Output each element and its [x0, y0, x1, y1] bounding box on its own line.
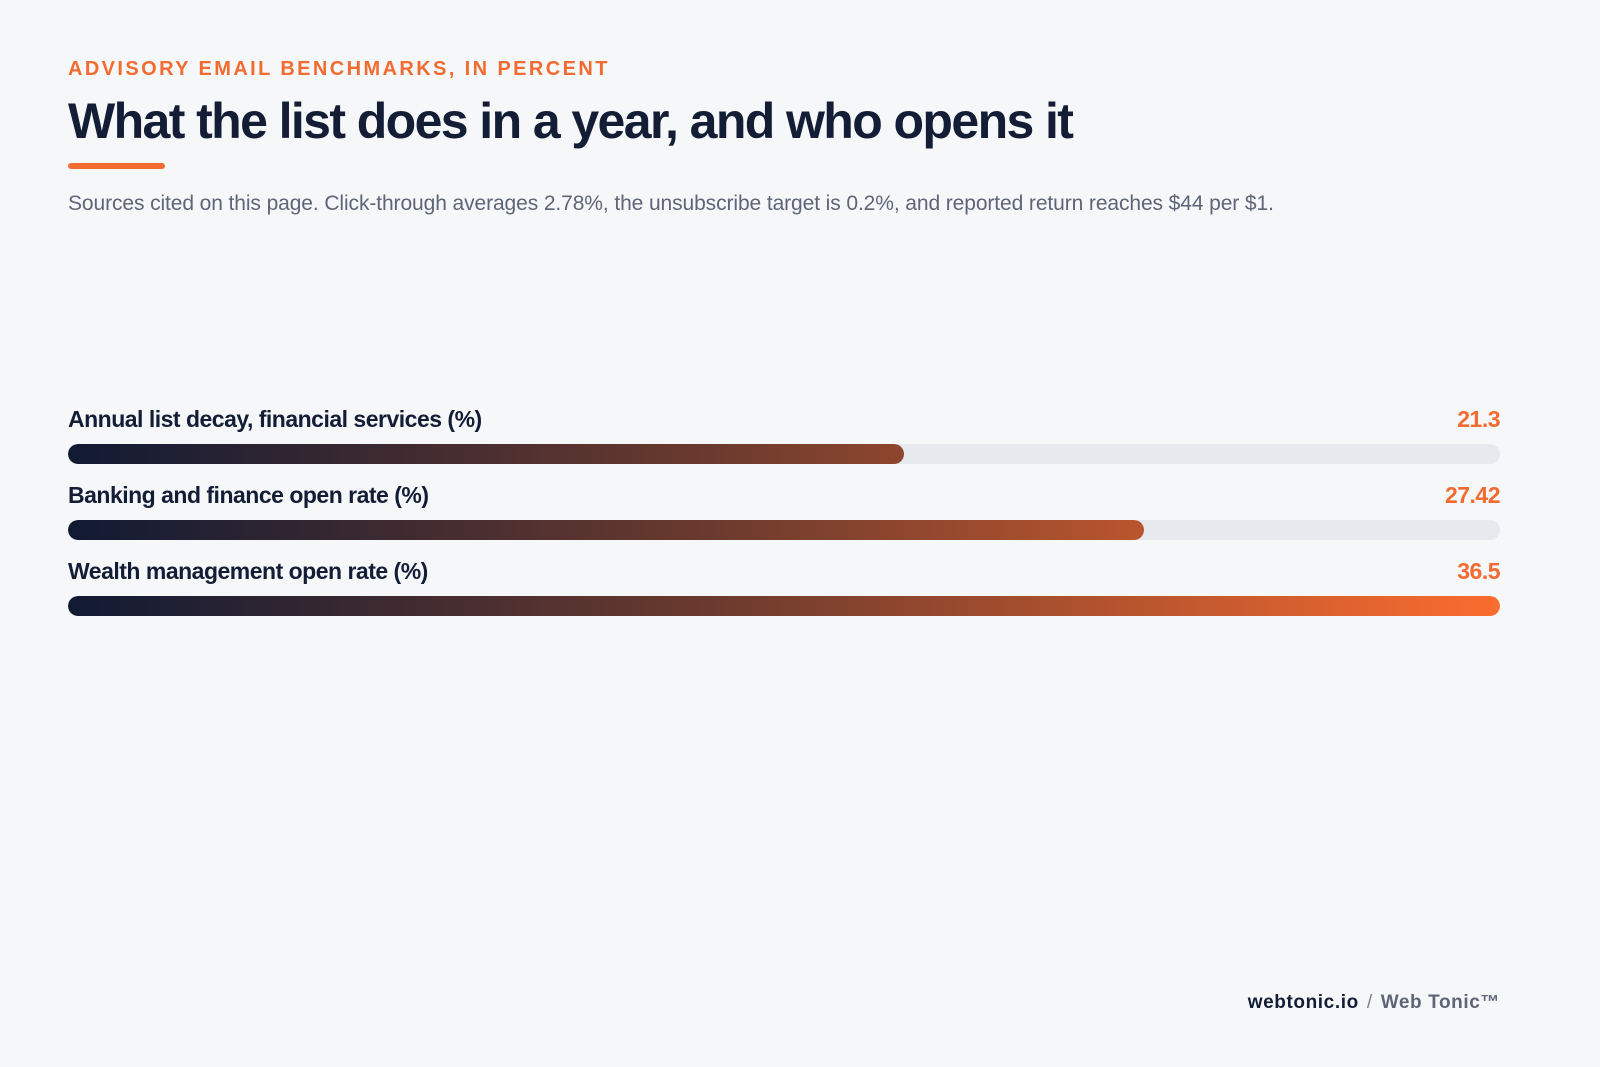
- footer-credit: webtonic.io / Web Tonic™: [1248, 992, 1500, 1014]
- bar-value-label: 36.5: [1457, 558, 1500, 584]
- bar-row: Annual list decay, financial services (%…: [68, 404, 1500, 480]
- footer-separator: /: [1366, 992, 1373, 1013]
- bar: [68, 444, 904, 464]
- bar-track: [68, 596, 1500, 616]
- title-accent-rule: [68, 163, 165, 169]
- chart-subtitle: Sources cited on this page. Click-throug…: [68, 192, 1274, 215]
- footer-site: webtonic.io: [1247, 992, 1359, 1013]
- bar-row: Banking and finance open rate (%) 27.42: [68, 480, 1501, 556]
- bar: [68, 596, 1500, 616]
- footer-brand: Web Tonic™: [1380, 992, 1500, 1013]
- bar-track: [68, 520, 1500, 540]
- bar-track: [68, 444, 1500, 464]
- bar: [68, 520, 1144, 540]
- bar-row: Wealth management open rate (%) 36.5: [68, 556, 1500, 632]
- chart-title: What the list does in a year, and who op…: [68, 93, 1074, 149]
- bar-label: Banking and finance open rate (%): [68, 482, 429, 508]
- bar-label: Annual list decay, financial services (%…: [68, 406, 482, 432]
- bar-value-label: 21.3: [1457, 406, 1500, 432]
- bar-label: Wealth management open rate (%): [68, 558, 428, 584]
- chart-eyebrow: ADVISORY EMAIL BENCHMARKS, IN PERCENT: [68, 58, 610, 80]
- bar-chart: Annual list decay, financial services (%…: [68, 404, 1501, 632]
- bar-value-label: 27.42: [1444, 482, 1501, 508]
